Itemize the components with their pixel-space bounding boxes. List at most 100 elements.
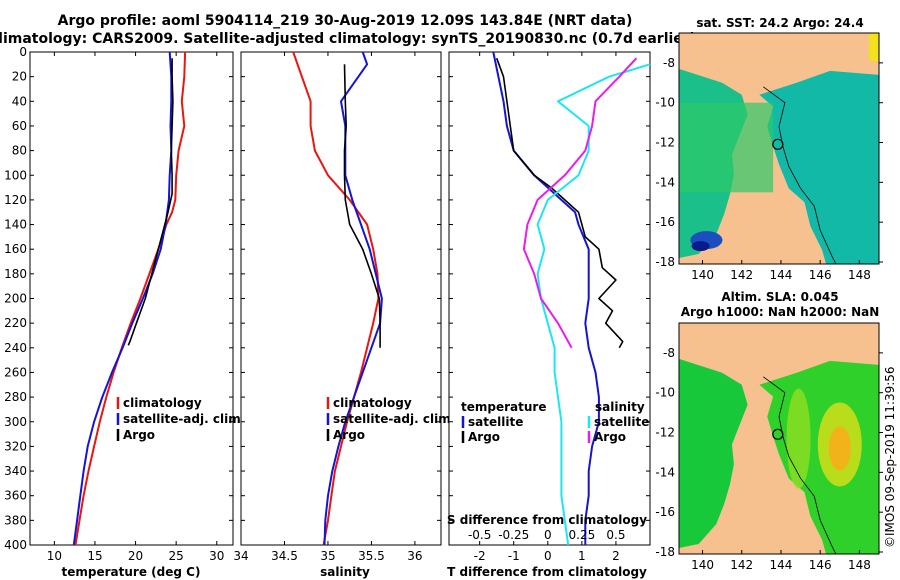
map-frame — [678, 322, 880, 555]
lon-tick-label: 144 — [770, 558, 793, 572]
depth-tick-label: 380 — [4, 513, 27, 527]
x-tick-label: 30 — [209, 549, 224, 563]
figure-title-line2: Climatology: CARS2009. Satellite-adjuste… — [0, 31, 696, 47]
series-line-climatology — [292, 51, 380, 546]
salinity-panel: 34 34.5 35 35.5 36 climatology satellite-adj. … — [233, 51, 455, 563]
legend-label: Argo — [123, 428, 155, 442]
x-tick-label: 1 — [578, 549, 586, 563]
argo-location-marker — [772, 138, 784, 150]
lat-tick-label: -16 — [655, 505, 675, 519]
depth-tick-label: 140 — [4, 218, 27, 232]
depth-contour — [763, 86, 837, 265]
lat-tick-label: -8 — [663, 56, 675, 70]
legend-label: satellite — [468, 415, 523, 429]
depth-tick-label: 20 — [12, 70, 27, 84]
x-tick-label: 36 — [407, 549, 422, 563]
argo-location-marker — [772, 428, 784, 440]
sst-map-title: sat. SST: 24.2 Argo: 24.4 — [696, 16, 863, 30]
lon-tick-label: 140 — [691, 558, 714, 572]
difference-panel: -2 -1 0 1 2temperaturesatelliteArgosalinitys… — [448, 51, 651, 563]
depth-tick-label: 100 — [4, 168, 27, 182]
sla-mid-anomaly — [786, 388, 811, 489]
sla-map: -8 -10 -12 -14 -16 -18 140 142 144 146 148 — [655, 322, 883, 572]
x-tick-label: -2 — [474, 549, 486, 563]
lat-tick-label: -18 — [655, 545, 675, 559]
depth-tick-label: 360 — [4, 489, 27, 503]
depth-tick-label: 80 — [12, 144, 27, 158]
depth-tick-label: 400 — [4, 538, 27, 552]
x-tick-label: 25 — [169, 549, 184, 563]
depth-tick-label: 300 — [4, 415, 27, 429]
salinity-xlabel: salinity — [320, 565, 370, 579]
lon-tick-label: 142 — [730, 268, 753, 282]
sla-map-title-line2: Argo h1000: NaN h2000: NaN — [681, 305, 880, 319]
top-x-tick-label: -0.25 — [498, 528, 529, 542]
plot-frame — [29, 51, 234, 546]
sst-warm-band — [679, 102, 774, 193]
legend-label: Argo — [333, 428, 365, 442]
series-line-satellite-adj-clim- — [72, 51, 173, 546]
series-line-argo — [343, 64, 381, 348]
x-tick-label: 34 — [233, 549, 248, 563]
sst-hot-patch — [869, 33, 879, 61]
depth-tick-label: 180 — [4, 267, 27, 281]
lat-tick-label: -16 — [655, 215, 675, 229]
depth-tick-label: 0 — [19, 45, 27, 59]
depth-contour — [763, 376, 837, 555]
lat-tick-label: -12 — [655, 136, 675, 150]
plot-frame — [240, 51, 442, 546]
depth-tick-label: 200 — [4, 292, 27, 306]
top-x-tick-label: 0 — [544, 528, 552, 542]
x-tick-label: 2 — [612, 549, 620, 563]
legend-label: climatology — [333, 396, 412, 410]
lat-tick-label: -10 — [655, 96, 675, 110]
legend-temperature-heading: temperature — [461, 400, 546, 414]
legend-salinity-heading: salinity — [595, 400, 645, 414]
x-tick-label: 15 — [87, 549, 102, 563]
legend-label: satellite — [594, 415, 649, 429]
legend-label: satellite-adj. clim. — [333, 412, 455, 426]
x-tick-label: -1 — [508, 549, 520, 563]
lon-tick-label: 146 — [809, 558, 832, 572]
lon-tick-label: 144 — [770, 268, 793, 282]
difference-xlabel: T difference from climatology — [447, 565, 647, 579]
x-tick-label: 35 — [320, 549, 335, 563]
ocean-gulf — [679, 358, 748, 549]
figure-title-line1: Argo profile: aoml 5904114_219 30-Aug-20… — [58, 13, 633, 29]
imos-credit: ©IMOS 09-Sep-2019 11:39:56 — [883, 366, 897, 548]
x-tick-label: 20 — [128, 549, 143, 563]
depth-tick-label: 120 — [4, 193, 27, 207]
map-frame — [678, 32, 880, 265]
lon-tick-label: 140 — [691, 268, 714, 282]
sla-map-title-line1: Altim. SLA: 0.045 — [721, 290, 838, 304]
top-x-tick-label: 0.5 — [606, 528, 625, 542]
lat-tick-label: -10 — [655, 386, 675, 400]
difference-top-xlabel: S difference from climatology — [447, 513, 647, 527]
lat-tick-label: -14 — [655, 175, 675, 189]
lon-tick-label: 148 — [848, 268, 871, 282]
legend-label: satellite-adj. clim. — [123, 412, 245, 426]
series-line-climatology — [74, 51, 187, 546]
temperature-xlabel: temperature (deg C) — [62, 565, 201, 579]
plot-frame — [448, 51, 651, 546]
legend-label: Argo — [594, 430, 626, 444]
depth-tick-label: 240 — [4, 341, 27, 355]
x-tick-label: 35.5 — [358, 549, 385, 563]
legend-label: climatology — [123, 396, 202, 410]
depth-tick-label: 280 — [4, 390, 27, 404]
x-tick-label: 10 — [47, 549, 62, 563]
lat-tick-label: -14 — [655, 465, 675, 479]
temperature-panel: 0 20 40 60 80 100 120 140 160 180 200 220 240 260 280 3… — [4, 45, 245, 563]
series-line-argo — [127, 58, 174, 346]
top-x-tick-label: 0.25 — [569, 528, 596, 542]
lon-tick-label: 148 — [848, 558, 871, 572]
top-x-tick-label: -0.5 — [468, 528, 491, 542]
ocean-coral-sea — [759, 70, 879, 264]
depth-tick-label: 260 — [4, 365, 27, 379]
depth-tick-label: 340 — [4, 464, 27, 478]
series-line-t-argo — [495, 57, 624, 349]
sst-map: -8 -10 -12 -14 -16 -18 140 142 144 146 148 — [655, 32, 883, 282]
x-tick-label: 34.5 — [271, 549, 298, 563]
lat-tick-label: -8 — [663, 346, 675, 360]
